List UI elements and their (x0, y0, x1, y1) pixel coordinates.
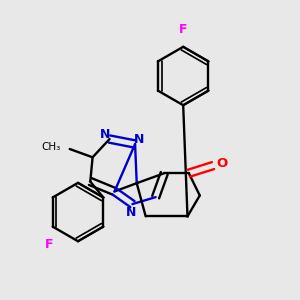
Text: F: F (45, 238, 54, 250)
Text: N: N (100, 128, 110, 141)
Text: F: F (179, 23, 188, 36)
Text: N: N (126, 206, 136, 219)
Text: O: O (216, 158, 228, 170)
Text: CH₃: CH₃ (41, 142, 60, 152)
Text: N: N (134, 133, 145, 146)
